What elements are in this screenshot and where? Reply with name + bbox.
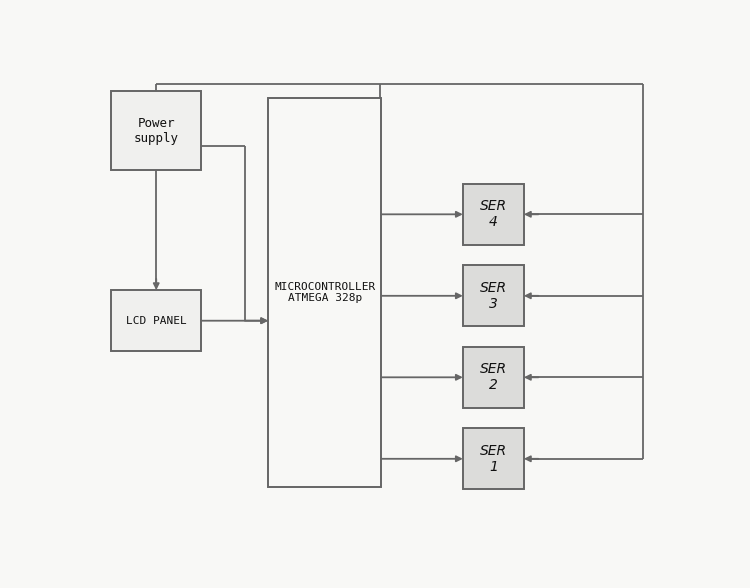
- Text: SER
3: SER 3: [480, 280, 507, 311]
- Text: Power
supply: Power supply: [134, 116, 178, 145]
- Text: LCD PANEL: LCD PANEL: [126, 316, 187, 326]
- Bar: [463, 428, 524, 489]
- Text: SER
2: SER 2: [480, 362, 507, 392]
- Text: MICROCONTROLLER
ATMEGA 328p: MICROCONTROLLER ATMEGA 328p: [274, 282, 376, 303]
- Bar: [463, 183, 524, 245]
- Bar: [463, 347, 524, 408]
- Text: SER
1: SER 1: [480, 444, 507, 474]
- Bar: [111, 91, 201, 170]
- Text: SER
4: SER 4: [480, 199, 507, 229]
- Bar: [268, 98, 382, 487]
- Bar: [111, 290, 201, 351]
- Bar: [463, 265, 524, 326]
